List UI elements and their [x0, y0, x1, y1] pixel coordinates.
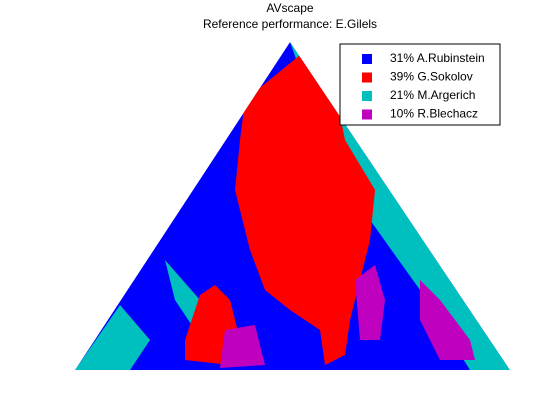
region: [235, 55, 375, 365]
region: [420, 280, 475, 360]
legend-label: 39% G.Sokolov: [390, 70, 473, 84]
legend-label: 31% A.Rubinstein: [390, 51, 485, 65]
region: [355, 265, 385, 340]
scape: [75, 42, 510, 370]
chart-title: AVscape: [266, 1, 313, 15]
chart-subtitle: Reference performance: E.Gilels: [203, 17, 377, 31]
region: [75, 305, 150, 370]
legend-label: 21% M.Argerich: [390, 88, 475, 102]
region: [165, 260, 200, 330]
legend-swatch: [362, 91, 372, 101]
legend: 31% A.Rubinstein 39% G.Sokolov 21% M.Arger…: [362, 51, 485, 121]
legend-label: 10% R.Blechacz: [390, 107, 478, 121]
legend-swatch: [362, 72, 372, 83]
region: [220, 325, 265, 368]
legend-swatch: [362, 109, 372, 120]
legend-swatch: [362, 54, 372, 64]
